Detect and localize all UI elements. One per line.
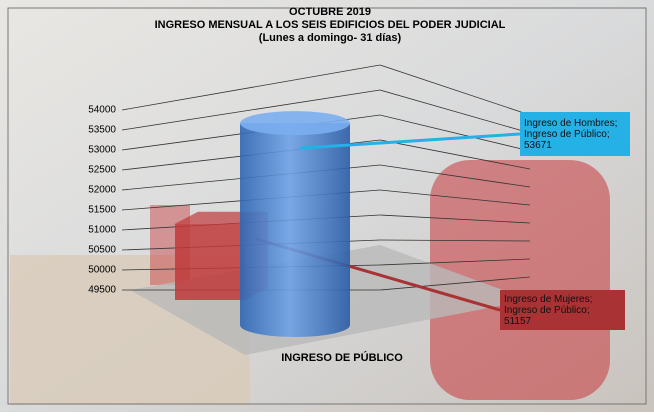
y-tick-label: 54000 (88, 105, 116, 116)
chart-subtitle: INGRESO MENSUAL A LOS SEIS EDIFICIOS DEL… (155, 19, 506, 31)
x-axis-label: INGRESO DE PÚBLICO (281, 351, 403, 364)
bar (175, 224, 245, 300)
y-tick-label: 50500 (88, 245, 116, 256)
y-tick-label: 49500 (88, 285, 116, 296)
chart-note: (Lunes a domingo- 31 días) (259, 32, 402, 44)
y-tick-label: 50000 (88, 265, 116, 276)
bar (240, 123, 350, 337)
y-tick-label: 53500 (88, 125, 116, 136)
y-tick-label: 52000 (88, 185, 116, 196)
y-tick-label: 51000 (88, 225, 116, 236)
chart-title: OCTUBRE 2019 (289, 6, 371, 18)
y-tick-label: 51500 (88, 205, 116, 216)
y-tick-label: 52500 (88, 165, 116, 176)
y-tick-label: 53000 (88, 145, 116, 156)
bar-top (240, 111, 350, 135)
chart: OCTUBRE 2019 INGRESO MENSUAL A LOS SEIS … (0, 0, 654, 412)
